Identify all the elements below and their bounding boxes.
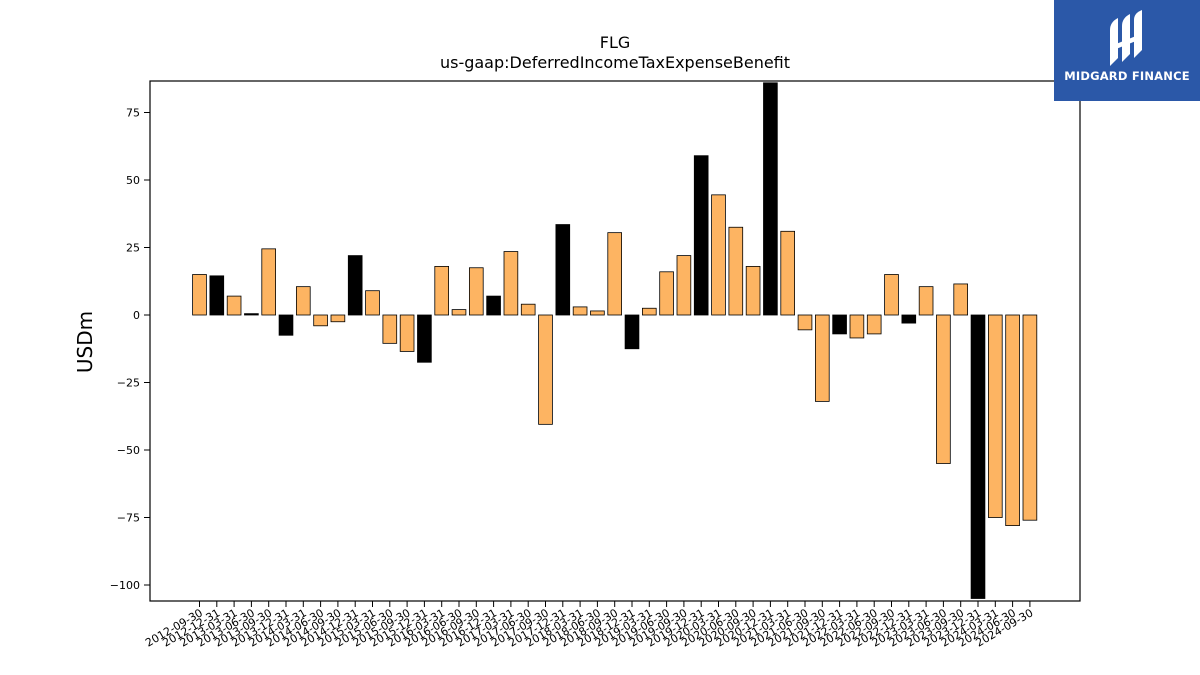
y-tick-label: −25 [117,377,140,390]
bar-2018-03-31 [572,306,588,316]
midgard-logo-icon [1110,10,1142,66]
bar-2014-06-30 [313,314,328,327]
bar-2020-12-31 [763,82,778,316]
bar-2014-03-31 [295,286,311,316]
y-tick-label: 50 [126,174,140,187]
bar-2012-12-31 [209,275,225,316]
bar-2014-09-30 [330,314,346,323]
bar-2024-06-30 [1005,314,1020,527]
y-tick-label: −50 [117,444,140,457]
bar-2023-03-31 [918,286,934,316]
chart-subtitle: us-gaap:DeferredIncomeTaxExpenseBenefit [440,53,790,72]
bar-2021-12-31 [832,314,847,335]
bar-2021-03-31 [780,230,795,316]
bar-2018-06-30 [590,310,605,316]
bar-2013-09-30 [261,248,276,316]
bar-2017-12-31 [555,224,571,316]
brand-name: MIDGARD FINANCE [1064,69,1190,83]
bar-2019-09-30 [676,255,692,316]
bar-2013-03-31 [226,295,242,316]
bar-2018-12-31 [624,314,640,350]
bar-2020-06-30 [728,226,744,316]
bar-2017-03-31 [503,251,519,316]
bar-2015-06-30 [382,314,398,344]
bar-2016-09-30 [468,267,484,316]
bar-2014-12-31 [347,255,363,316]
bar-2022-03-31 [849,314,865,339]
bar-2018-09-30 [607,232,622,316]
bar-2020-03-31 [711,194,726,316]
y-axis-label: USDm [73,311,97,373]
y-tick-label: 25 [126,242,140,255]
y-tick-label: −100 [110,579,140,592]
bar-2022-09-30 [884,274,899,316]
bar-2023-06-30 [936,314,951,464]
bar-2015-03-31 [365,290,380,316]
bar-2016-06-30 [451,309,467,316]
bar-2021-06-30 [797,314,813,331]
y-tick-label: 75 [126,107,140,120]
bar-2022-06-30 [866,314,882,335]
bar-2020-09-30 [745,265,761,316]
bar-2012-09-30 [192,274,207,316]
bar-2019-12-31 [693,155,709,316]
bar-2022-12-31 [901,314,917,324]
bar-2016-12-31 [486,295,501,316]
y-tick-label: −75 [117,512,140,525]
bar-2024-03-31 [988,314,1003,518]
bar-2023-12-31 [970,314,986,599]
bar-2024-09-30 [1022,314,1038,521]
bar-2016-03-31 [434,265,449,316]
y-tick-label: 0 [133,309,140,322]
bar-2013-12-31 [278,314,294,336]
brand-logo: MIDGARD FINANCE [1054,0,1200,101]
bar-2019-06-30 [659,271,674,316]
bar-2015-12-31 [417,314,432,363]
bar-2017-06-30 [520,303,536,316]
bar-2013-06-30 [244,313,259,316]
bar-2021-09-30 [815,314,830,402]
plot-frame [149,80,1081,602]
bar-2019-03-31 [642,307,657,316]
chart-title: FLG [600,33,631,52]
bar-2015-09-30 [399,314,415,352]
bar-2017-09-30 [538,314,553,425]
bar-2023-09-30 [953,283,968,316]
